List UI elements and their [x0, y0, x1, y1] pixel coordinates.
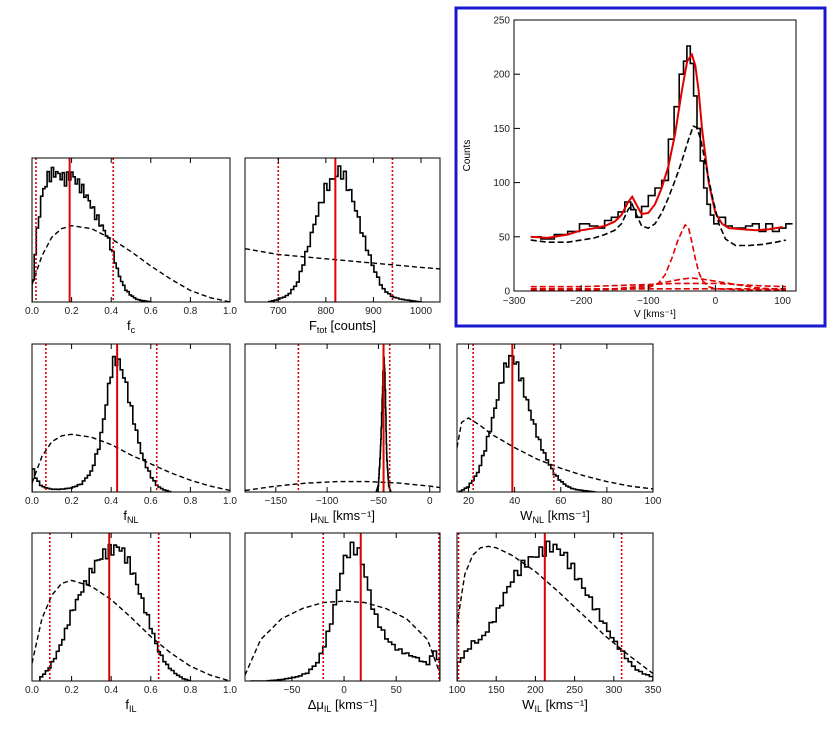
x-tick-label: −300 — [503, 296, 526, 307]
x-tick-label: 0.0 — [25, 306, 39, 317]
panel-wil: 100 150 200 250 300 350 WIL [kms⁻¹] — [449, 532, 662, 714]
panel-frame — [31, 343, 231, 493]
x-tick-label: 250 — [566, 685, 583, 696]
y-tick-label: 200 — [493, 70, 510, 81]
prior-curve — [457, 417, 653, 490]
x-tick-label: −100 — [316, 496, 339, 507]
panel-fil: 0.0 0.2 0.4 0.6 0.8 1.0 fIL — [25, 532, 237, 714]
x-axis-label: WIL [kms⁻¹] — [522, 697, 588, 714]
x-tick-label: 50 — [391, 685, 403, 696]
x-axis-label: Ftot [counts] — [309, 318, 376, 335]
x-tick-label: −50 — [370, 496, 387, 507]
x-tick-label: 0.4 — [104, 496, 118, 507]
panel-frame — [456, 532, 654, 682]
x-axis-label: ΔμIL [kms⁻¹] — [308, 697, 378, 714]
x-tick-label: −100 — [637, 296, 660, 307]
x-tick-label: 0.0 — [25, 496, 39, 507]
x-tick-label: 0.4 — [104, 685, 118, 696]
spectrum-inset: −300 −200 −100 0 100 0 50 100 150 200 250 V [kms⁻¹]… — [454, 6, 827, 328]
x-tick-label: 0.8 — [183, 685, 197, 696]
prior-curve — [32, 579, 230, 681]
x-tick-label: 300 — [605, 685, 622, 696]
component-curve-5 — [530, 282, 786, 288]
x-tick-label: 40 — [509, 496, 521, 507]
x-tick-label: 80 — [601, 496, 613, 507]
y-tick-label: 250 — [493, 16, 510, 27]
x-tick-label: 0.0 — [25, 685, 39, 696]
x-tick-label: 100 — [645, 496, 662, 507]
panel-frame — [244, 532, 441, 682]
panel-frame — [31, 157, 231, 303]
posterior-histogram — [268, 165, 422, 302]
panel-frame — [31, 532, 231, 682]
x-axis-label: WNL [kms⁻¹] — [520, 508, 590, 525]
inset-border — [454, 6, 827, 328]
x-tick-label: 0 — [427, 496, 433, 507]
posterior-histogram — [457, 540, 653, 681]
x-tick-label: 0.8 — [183, 306, 197, 317]
x-tick-label: 1.0 — [223, 306, 237, 317]
x-tick-label: 200 — [527, 685, 544, 696]
x-tick-label: 0 — [713, 296, 719, 307]
fit-curve — [530, 52, 783, 239]
x-axis-label: fNL — [123, 508, 138, 525]
x-tick-label: 20 — [463, 496, 475, 507]
x-tick-label: 350 — [645, 685, 662, 696]
prior-curve — [245, 600, 440, 676]
panel-wnl: 20 40 60 80 100 WNL [kms⁻¹] — [456, 343, 662, 525]
prior-curve — [32, 224, 230, 302]
x-tick-label: −200 — [570, 296, 593, 307]
prior-curve — [245, 248, 440, 270]
panel-dmuil: −50 0 50 ΔμIL [kms⁻¹] — [244, 532, 441, 714]
x-tick-label: 1000 — [410, 306, 433, 317]
y-tick-label: 100 — [493, 178, 510, 189]
x-tick-label: 900 — [365, 306, 382, 317]
y-tick-label: 0 — [504, 287, 510, 298]
prior-curve — [457, 545, 653, 675]
x-tick-label: 0.6 — [144, 306, 158, 317]
x-tick-label: −50 — [283, 685, 300, 696]
x-tick-label: 800 — [318, 306, 335, 317]
posterior-histogram — [250, 541, 440, 681]
y-tick-label: 150 — [493, 124, 510, 135]
prior-curve — [32, 433, 230, 492]
posterior-histogram — [32, 355, 172, 492]
x-tick-label: 0 — [341, 685, 347, 696]
x-tick-label: 1.0 — [223, 496, 237, 507]
panel-munl: −150 −100 −50 0 μNL [kms⁻¹] — [244, 343, 441, 525]
posterior-histogram — [458, 354, 597, 492]
component-curve-2 — [530, 125, 787, 247]
panel-fc: 0.0 0.2 0.4 0.6 0.8 1.0 fc — [25, 157, 237, 335]
x-tick-label: 0.6 — [144, 496, 158, 507]
posterior-histogram — [39, 543, 192, 681]
spectrum-frame — [513, 19, 797, 292]
x-tick-label: 0.4 — [104, 306, 118, 317]
panel-frame — [244, 343, 441, 493]
y-tick-label: 50 — [499, 232, 511, 243]
x-axis-label: fIL — [125, 697, 136, 714]
x-tick-label: 0.2 — [65, 496, 79, 507]
panel-frame — [456, 343, 654, 493]
panel-frame — [244, 157, 441, 303]
x-tick-label: 0.6 — [144, 685, 158, 696]
x-axis-label: fc — [127, 318, 136, 335]
x-tick-label: 100 — [449, 685, 466, 696]
prior-curve — [245, 480, 440, 492]
x-tick-label: 1.0 — [223, 685, 237, 696]
x-tick-label: 60 — [555, 496, 567, 507]
x-tick-label: 150 — [488, 685, 505, 696]
x-tick-label: 700 — [270, 306, 287, 317]
x-tick-label: 0.2 — [65, 306, 79, 317]
x-tick-label: −150 — [265, 496, 288, 507]
y-axis-label: Counts — [462, 140, 473, 172]
panel-ftot: 700 800 900 1000 Ftot [counts] — [244, 157, 441, 335]
x-tick-label: 0.2 — [65, 685, 79, 696]
x-axis-label: V [kms⁻¹] — [634, 309, 676, 320]
panel-fnl: 0.0 0.2 0.4 0.6 0.8 1.0 fNL — [25, 343, 237, 525]
x-tick-label: 0.8 — [183, 496, 197, 507]
x-tick-label: 100 — [774, 296, 791, 307]
x-axis-label: μNL [kms⁻¹] — [310, 508, 375, 525]
posterior-histogram — [32, 166, 152, 302]
